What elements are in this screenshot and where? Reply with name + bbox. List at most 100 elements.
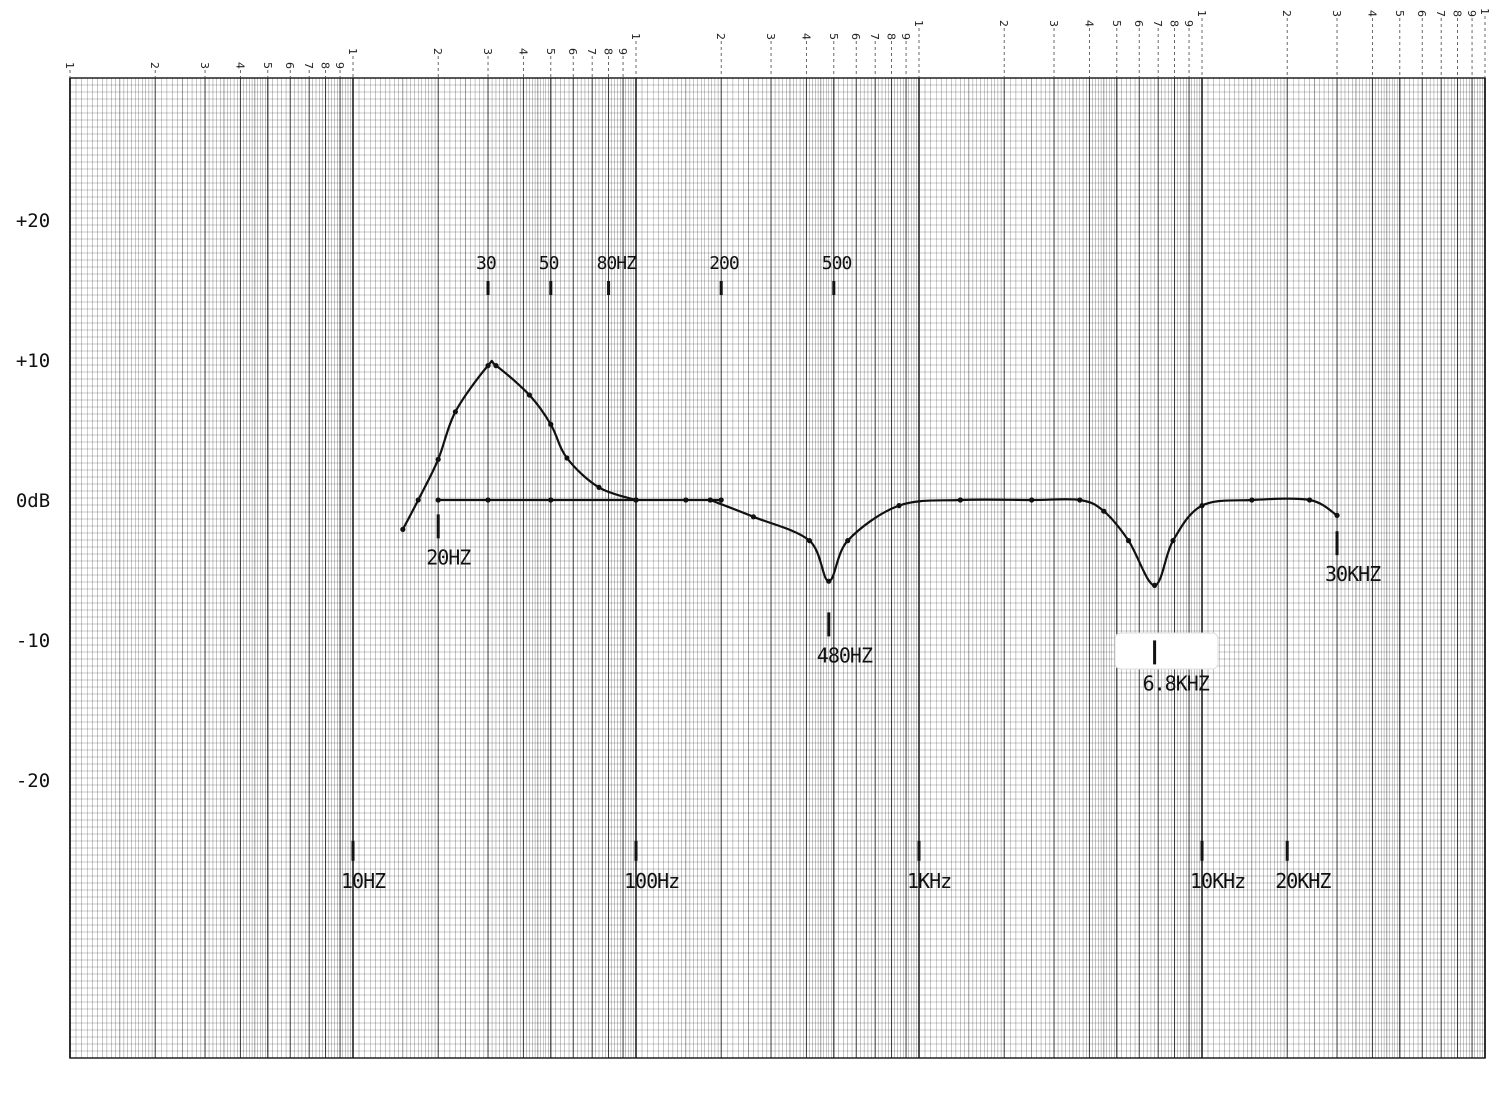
y-tick-label: -10 [16, 630, 50, 652]
data-point [435, 456, 441, 462]
data-point [1306, 497, 1313, 503]
paper-scale-label: 5 [544, 48, 557, 55]
data-point [564, 455, 570, 461]
data-point [596, 484, 602, 490]
y-tick-label: +10 [16, 350, 50, 372]
annotation-label: 20HZ [426, 545, 471, 569]
data-point [806, 538, 813, 544]
annotation-label: 20KHZ [1275, 869, 1331, 893]
data-point [718, 497, 724, 503]
data-point [452, 409, 458, 415]
paper-scale-label: 5 [827, 33, 840, 40]
paper-scale-label: 3 [1330, 10, 1343, 17]
data-point [1170, 538, 1176, 544]
paper-scale-label: 8 [1168, 20, 1181, 27]
data-point [633, 497, 639, 503]
data-point [526, 392, 532, 398]
data-point [826, 578, 832, 584]
paper-scale-label: 6 [566, 48, 579, 55]
paper-scale-label: 2 [1280, 10, 1293, 17]
paper-scale-label: 9 [1465, 10, 1478, 17]
data-point [485, 497, 491, 503]
paper-scale-label: 4 [1082, 20, 1095, 27]
paper-scale-label: 8 [1451, 10, 1464, 17]
paper-scale-label: 3 [481, 48, 494, 55]
annotation-label: 480HZ [817, 643, 873, 667]
paper-scale-label: 9 [1182, 20, 1195, 27]
data-point [400, 526, 406, 533]
annotation-label: 200 [709, 253, 739, 274]
paper-scale-label: 5 [261, 62, 274, 69]
paper-scale-label: 1 [346, 48, 359, 55]
paper-scale-label: 1 [1195, 10, 1208, 17]
paper-scale-label: 9 [333, 62, 346, 69]
data-point [435, 497, 441, 503]
data-point [957, 497, 963, 503]
data-point [1101, 508, 1107, 514]
paper-scale-label: 9 [899, 33, 912, 40]
paper-scale-label: 6 [283, 62, 296, 69]
y-tick-label: 0dB [16, 490, 50, 512]
data-point [845, 538, 851, 544]
paper-scale-label: 5 [1393, 10, 1406, 17]
redaction-patch [1114, 632, 1219, 670]
paper-scale-label: 8 [885, 33, 898, 40]
data-point [1152, 582, 1158, 589]
paper-scale-label: 1 [1478, 8, 1491, 15]
y-tick-label: +20 [16, 210, 50, 232]
annotation-label: 10HZ [341, 869, 386, 893]
annotation-label: 100Hz [624, 869, 679, 893]
paper-scale-label: 4 [799, 33, 812, 40]
data-point [896, 503, 902, 509]
paper-scale-label: 3 [764, 33, 777, 40]
y-tick-label: -20 [16, 770, 50, 792]
data-point [683, 497, 689, 503]
annotation-label: 30 [476, 253, 496, 274]
annotation-label: 10KHz [1190, 869, 1245, 893]
annotation-label: 50 [539, 253, 559, 274]
paper-scale-label: 7 [302, 62, 315, 69]
paper-scale-label: 1 [63, 62, 76, 69]
paper-scale-label: 3 [1047, 20, 1060, 27]
paper-scale-label: 7 [1151, 20, 1164, 27]
plot-border [69, 77, 1486, 1059]
data-point [485, 363, 491, 369]
annotations: 30 50 80HZ 200 500 20HZ 480HZ 6.8KHZ 30KHZ 10HZ 10… [341, 253, 1382, 893]
paper-scale-label: 6 [1132, 20, 1145, 27]
data-point [415, 497, 421, 503]
paper-scale-label: 4 [516, 48, 529, 55]
paper-scale-label: 2 [431, 48, 444, 55]
response-curves [400, 359, 1340, 589]
data-point [1029, 497, 1035, 503]
paper-scale-label: 8 [602, 48, 615, 55]
paper-scale-label: 4 [1365, 10, 1378, 17]
data-point [750, 514, 757, 520]
y-axis-labels: +20 +10 0dB -10 -20 [16, 210, 50, 792]
data-point [1125, 538, 1132, 544]
paper-scale-label: 4 [233, 62, 246, 69]
paper-scale-label: 1 [912, 20, 925, 27]
paper-scale-label: 7 [868, 33, 881, 40]
paper-scale-label: 2 [714, 33, 727, 40]
data-point [707, 497, 713, 503]
data-point [548, 421, 554, 427]
paper-scale-label: 8 [319, 62, 332, 69]
data-point [1199, 503, 1205, 509]
response-curve-3 [709, 497, 1339, 587]
annotation-label: 1KHz [907, 869, 951, 893]
data-point [1334, 512, 1340, 519]
paper-scale-label: 3 [198, 62, 211, 69]
graph-paper-grid [69, 77, 1486, 1059]
paper-scale-label: 6 [849, 33, 862, 40]
annotation-label: 500 [822, 253, 852, 274]
annotation-label: 80HZ [597, 253, 638, 274]
paper-scale-label: 2 [148, 62, 161, 69]
paper-scale-label: 1 [629, 33, 642, 40]
paper-scale-label: 9 [616, 48, 629, 55]
data-point [548, 497, 554, 503]
data-point [493, 363, 499, 369]
paper-scale-labels: 1 2 3 4 5 6 7 8 91 2 3 4 5 6 7 8 91 2 3 4 5 6 7 8 91 2 3 4 5 6 7 8 91 2 3 4… [63, 8, 1491, 78]
paper-scale-label: 2 [997, 20, 1010, 27]
annotation-label: 30KHZ [1325, 562, 1381, 586]
paper-scale-label: 7 [1434, 10, 1447, 17]
